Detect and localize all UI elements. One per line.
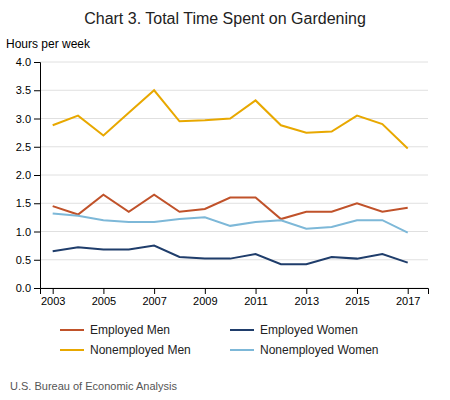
x-tick-label: 2011 [244, 295, 268, 307]
y-tick: 4.0 [16, 56, 40, 68]
legend: Employed Men Employed Women Nonemployed Me… [60, 323, 379, 357]
y-tick: 2.0 [16, 169, 40, 181]
legend-swatch [60, 349, 84, 351]
y-tick: 0.5 [16, 254, 40, 266]
x-tick: 2013 [295, 288, 319, 307]
grid [40, 62, 428, 288]
x-tick-mark [103, 288, 104, 294]
x-tick-label: 2009 [193, 295, 217, 307]
x-tick-label: 2007 [142, 295, 166, 307]
y-tick-mark [34, 90, 40, 91]
y-tick-mark [34, 232, 40, 233]
y-tick-label: 2.0 [16, 169, 31, 181]
x-tick-label: 2003 [41, 295, 65, 307]
x-tick: 2009 [193, 288, 217, 307]
y-tick-label: 3.5 [16, 84, 31, 96]
y-tick-mark [34, 260, 40, 261]
y-tick-label: 3.0 [16, 113, 31, 125]
grid-line [40, 146, 428, 147]
x-tick: 2015 [345, 288, 369, 307]
x-axis-line [41, 289, 429, 295]
x-axis: 2003 2005 2007 2009 2011 2013 2015 2017 [41, 288, 429, 307]
x-tick-label: 2013 [295, 295, 319, 307]
legend-swatch [230, 329, 254, 331]
x-tick: 2011 [244, 288, 268, 307]
x-tick-label: 2015 [345, 295, 369, 307]
series-line [53, 195, 408, 219]
legend-item: Nonemployed Men [60, 343, 191, 357]
y-tick-label: 1.5 [16, 197, 31, 209]
legend-label: Employed Women [260, 323, 358, 337]
y-tick-mark [34, 175, 40, 176]
y-tick-mark [34, 62, 40, 63]
chart: Chart 3. Total Time Spent on Gardening Ho… [0, 0, 450, 400]
x-tick-mark [256, 288, 257, 294]
x-tick: 2007 [142, 288, 166, 307]
y-axis: 0.0 0.5 1.0 1.5 2.0 2.5 3.0 3.5 4.0 [16, 56, 41, 294]
y-axis-label: Hours per week [6, 37, 91, 51]
x-tick-mark [53, 288, 54, 294]
legend-swatch [230, 349, 254, 351]
x-tick-mark [357, 288, 358, 294]
grid-line [40, 203, 428, 204]
x-tick-label: 2017 [396, 295, 420, 307]
legend-label: Nonemployed Men [90, 343, 191, 357]
legend-item: Employed Women [230, 323, 358, 337]
x-tick-label: 2005 [92, 295, 116, 307]
y-tick-label: 4.0 [16, 56, 31, 68]
y-tick-mark [34, 288, 40, 289]
grid-line [40, 231, 428, 232]
y-tick: 1.0 [16, 226, 40, 238]
legend-label: Nonemployed Women [260, 343, 379, 357]
grid-line [40, 175, 428, 176]
plot: Hours per week 0.0 0.5 1.0 1.5 2.0 2.5 3.0 3.5 4.… [6, 37, 429, 307]
grid-line [40, 62, 428, 63]
y-tick-mark [34, 203, 40, 204]
x-tick: 2017 [396, 288, 420, 307]
x-tick-mark [306, 288, 307, 294]
legend-item: Nonemployed Women [230, 343, 379, 357]
legend-item: Employed Men [60, 323, 170, 337]
legend-label: Employed Men [90, 323, 170, 337]
annotation: U.S. Bureau of Economic Analysis [10, 380, 177, 392]
title: Chart 3. Total Time Spent on Gardening [84, 10, 366, 27]
y-axis-line [34, 63, 41, 289]
y-tick: 3.5 [16, 84, 40, 96]
y-tick-label: 0.5 [16, 254, 31, 266]
y-tick-label: 1.0 [16, 226, 31, 238]
y-tick-label: 2.5 [16, 141, 31, 153]
x-tick-mark [408, 288, 409, 294]
y-tick: 1.5 [16, 197, 40, 209]
series-line [53, 213, 408, 232]
y-tick-mark [34, 119, 40, 120]
x-tick-mark [154, 288, 155, 294]
x-tick: 2005 [92, 288, 116, 307]
y-tick-mark [34, 147, 40, 148]
grid-line [40, 259, 428, 260]
series-line [53, 90, 408, 148]
series-line [53, 246, 408, 265]
y-tick-label: 0.0 [16, 282, 31, 294]
lines [53, 90, 408, 264]
x-tick: 2003 [41, 288, 65, 307]
x-tick-mark [205, 288, 206, 294]
y-tick: 3.0 [16, 113, 40, 125]
legend-swatch [60, 329, 84, 331]
y-tick: 0.0 [16, 282, 40, 294]
y-tick: 2.5 [16, 141, 40, 153]
grid-line [40, 118, 428, 119]
grid-line [40, 90, 428, 91]
